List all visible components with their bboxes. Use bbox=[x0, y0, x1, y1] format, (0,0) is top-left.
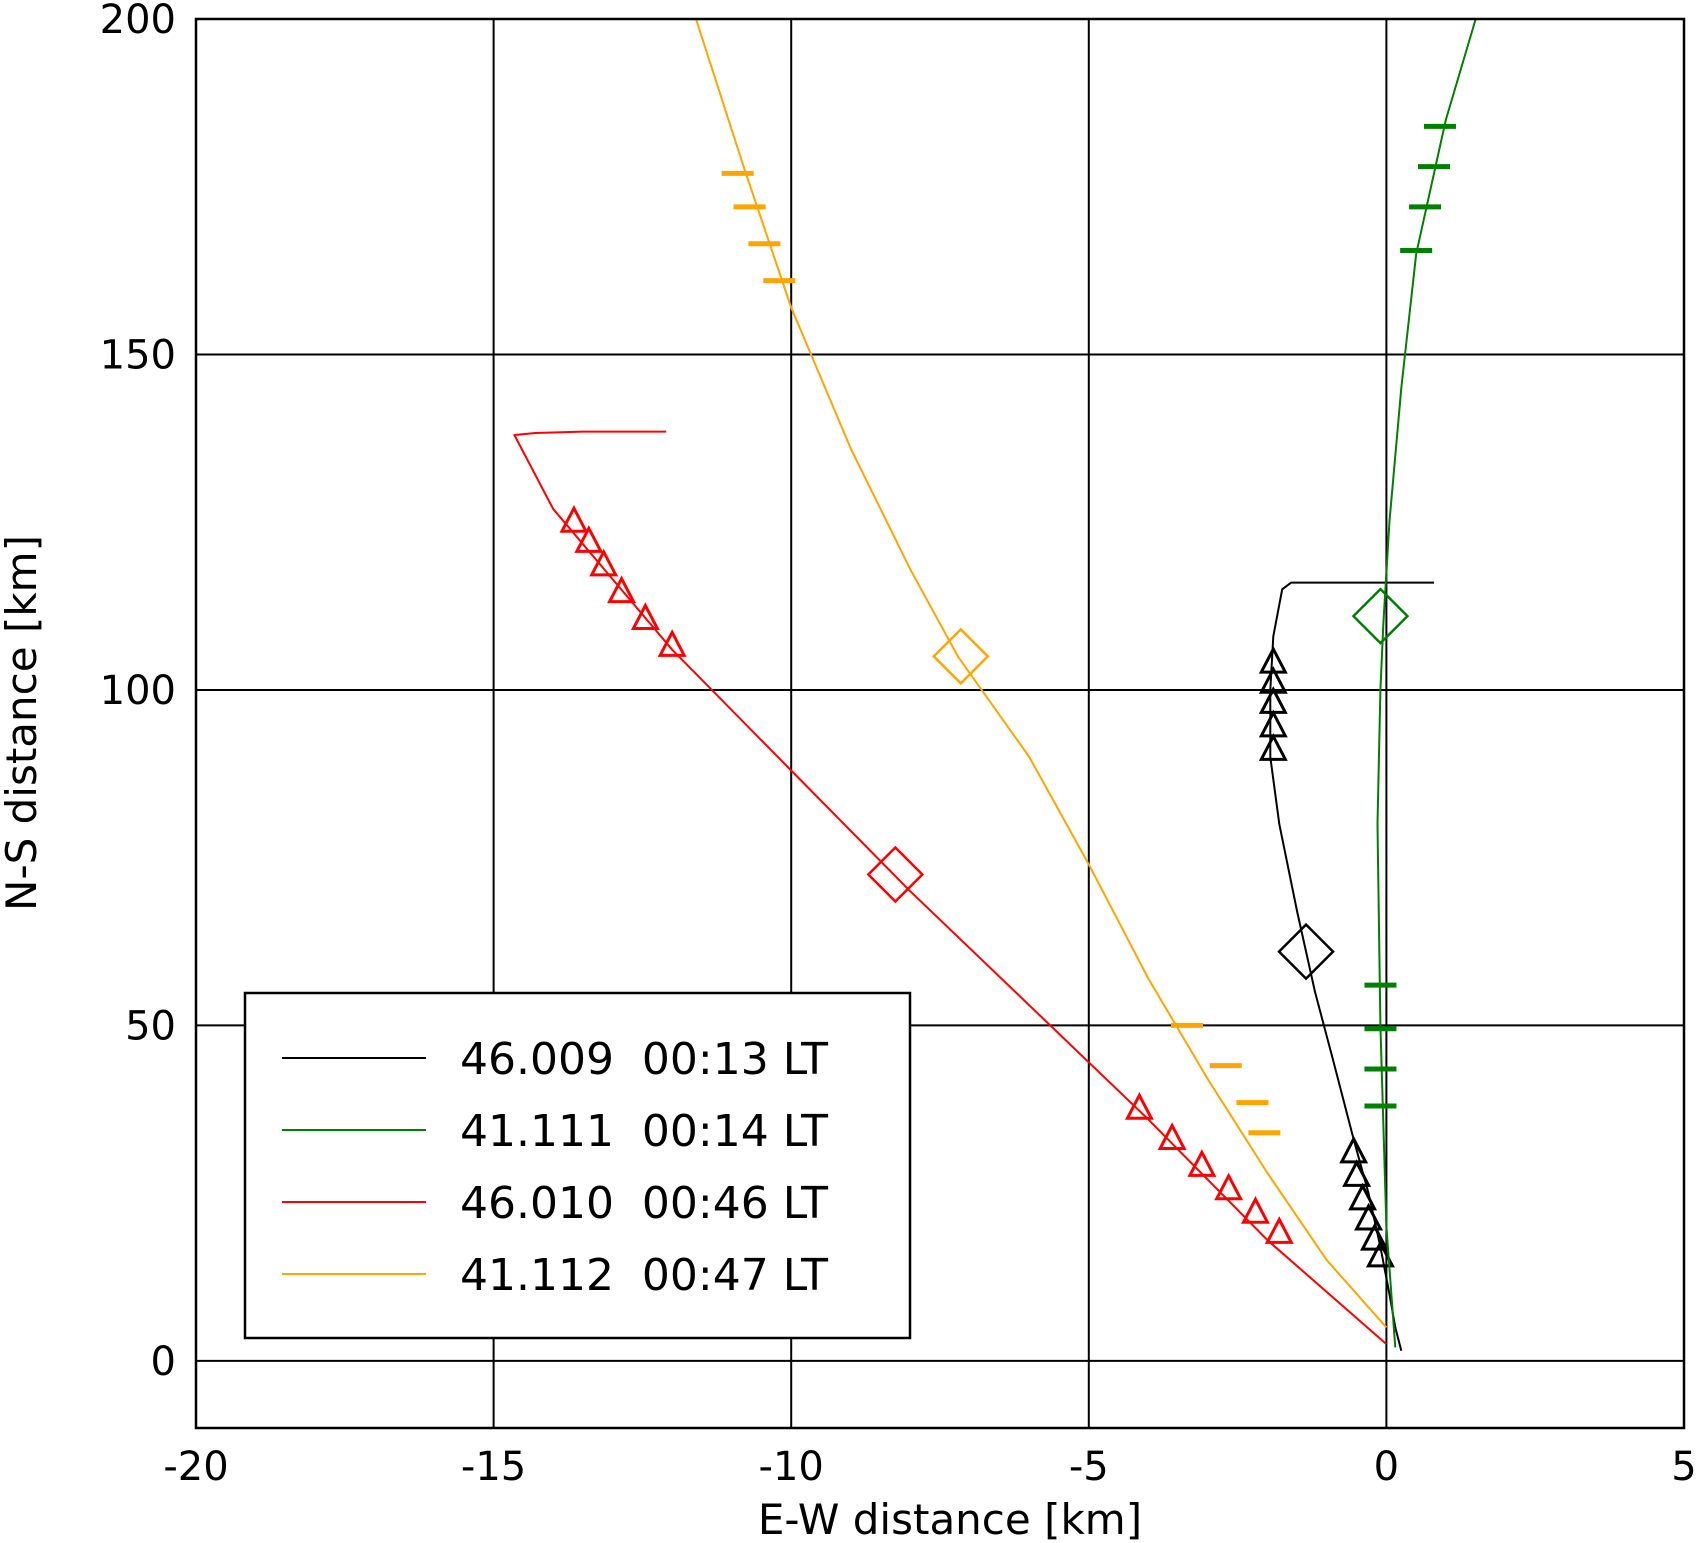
triangle-marker bbox=[1339, 1135, 1369, 1164]
x-tick-label: 5 bbox=[1671, 1444, 1696, 1490]
triangle-marker bbox=[1354, 1202, 1384, 1231]
triangle-marker bbox=[1258, 733, 1288, 761]
y-tick-label: 150 bbox=[100, 332, 176, 378]
series-3 bbox=[513, 430, 1388, 1345]
legend: 46.009 00:13 LT 41.111 00:14 LT 46.010 0… bbox=[243, 991, 912, 1340]
triangle-marker bbox=[1157, 1122, 1187, 1150]
series-2 bbox=[1351, 18, 1477, 1348]
y-tick-label: 100 bbox=[100, 668, 176, 714]
series-1 bbox=[1258, 581, 1434, 1352]
triangle-marker bbox=[1360, 1222, 1389, 1251]
y-tick-labels: 0 50 100 150 200 bbox=[100, 0, 176, 1385]
x-tick-label: -5 bbox=[1069, 1444, 1109, 1490]
series-line bbox=[1376, 18, 1477, 1348]
legend-label-1: 46.009 00:13 LT bbox=[460, 1034, 828, 1085]
diamond-marker bbox=[932, 627, 990, 686]
y-tick-label: 50 bbox=[125, 1003, 176, 1049]
triangle-marker bbox=[1264, 1216, 1294, 1244]
triangle-marker bbox=[1348, 1182, 1378, 1211]
y-axis-label: N-S distance [km] bbox=[0, 535, 46, 911]
triangle-marker bbox=[1124, 1092, 1154, 1120]
x-tick-label: -20 bbox=[163, 1444, 228, 1490]
x-axis-label: E-W distance [km] bbox=[758, 1495, 1142, 1543]
legend-label-4: 41.112 00:47 LT bbox=[460, 1250, 828, 1301]
triangle-marker bbox=[589, 548, 619, 577]
legend-label-3: 46.010 00:46 LT bbox=[460, 1178, 828, 1229]
diamond-marker bbox=[1351, 587, 1410, 645]
series-4 bbox=[695, 18, 1388, 1329]
triangle-marker bbox=[1187, 1149, 1217, 1177]
triangle-marker bbox=[630, 602, 660, 631]
x-tick-label: -10 bbox=[759, 1444, 824, 1490]
x-tick-label: -15 bbox=[461, 1444, 526, 1490]
series-line bbox=[1269, 581, 1434, 1352]
triangle-marker bbox=[1214, 1172, 1244, 1201]
triangle-marker bbox=[1240, 1196, 1270, 1224]
y-tick-label: 0 bbox=[151, 1339, 176, 1385]
x-tick-labels: -20 -15 -10 -5 0 5 bbox=[163, 1444, 1696, 1490]
plot-frame bbox=[194, 17, 1686, 1430]
legend-box bbox=[243, 991, 912, 1340]
triangle-marker bbox=[1342, 1159, 1372, 1187]
triangle-marker bbox=[657, 629, 687, 657]
diamond-marker bbox=[866, 845, 925, 904]
series-layer bbox=[513, 18, 1477, 1352]
triangle-marker bbox=[1365, 1239, 1395, 1268]
legend-label-2: 41.111 00:14 LT bbox=[460, 1106, 828, 1157]
diamond-marker bbox=[1277, 922, 1335, 981]
triangle-marker bbox=[607, 575, 637, 604]
triangle-marker bbox=[574, 525, 604, 553]
series-line bbox=[695, 18, 1388, 1329]
triangle-marker bbox=[559, 504, 589, 533]
triangle-marker bbox=[1258, 709, 1288, 738]
y-tick-label: 200 bbox=[100, 0, 176, 43]
x-tick-label: 0 bbox=[1374, 1444, 1399, 1490]
series-line bbox=[513, 430, 1388, 1345]
